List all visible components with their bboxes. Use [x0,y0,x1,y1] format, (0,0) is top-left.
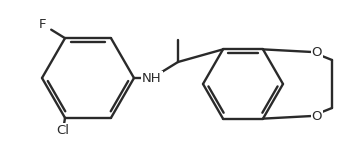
Text: Cl: Cl [56,125,70,138]
Text: O: O [312,109,322,122]
Text: O: O [312,46,322,59]
Text: F: F [38,17,46,30]
Text: NH: NH [142,73,162,86]
